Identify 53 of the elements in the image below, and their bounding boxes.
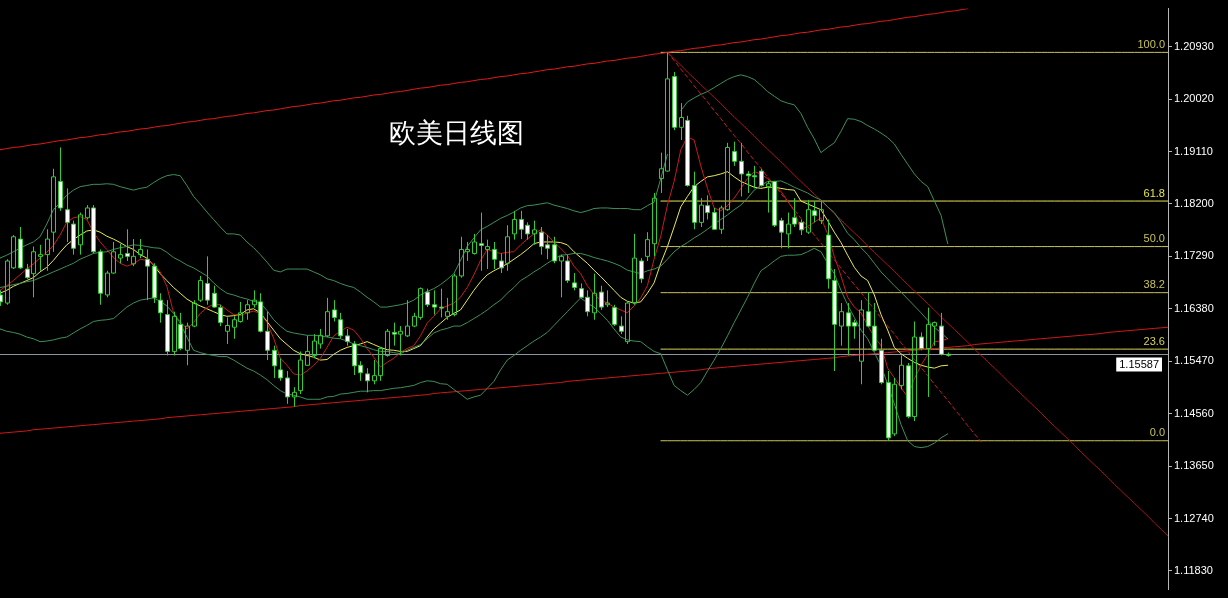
candlestick [45, 228, 50, 272]
series-label: 0.0 [1149, 426, 1165, 439]
candlestick [51, 168, 56, 253]
candlestick [859, 299, 864, 385]
candlestick [839, 302, 844, 347]
y-tick-label: 1.11830 [1174, 563, 1213, 576]
candlestick [138, 238, 143, 259]
candlestick [38, 244, 43, 272]
y-tick-label: 1.12740 [1174, 511, 1214, 524]
y-tick-label: 1.13650 [1174, 459, 1214, 472]
y-tick-label: 1.15470 [1174, 354, 1214, 367]
candlestick [305, 335, 310, 366]
candlestick [98, 248, 103, 306]
y-tick-label: 1.20930 [1174, 39, 1214, 52]
candlestick [532, 220, 537, 246]
candlestick [298, 350, 303, 395]
series-label: 23.6 [1143, 334, 1165, 347]
candlestick [732, 141, 737, 167]
candlestick [405, 299, 410, 337]
y-tick-label: 1.20020 [1174, 92, 1214, 105]
y-tick-label: 1.14560 [1174, 406, 1214, 419]
candlestick [779, 217, 784, 249]
candlestick [385, 328, 390, 356]
series-label: 50.0 [1143, 232, 1165, 245]
series-label: 100.0 [1137, 37, 1165, 50]
candlestick [479, 212, 484, 272]
candlestick [632, 233, 637, 306]
candlestick [832, 268, 837, 372]
candlestick [65, 187, 70, 243]
candlestick [819, 200, 824, 225]
y-tick-label: 1.16380 [1174, 301, 1214, 314]
candlestick [445, 297, 450, 321]
candlestick [165, 299, 170, 356]
candlestick [185, 322, 190, 366]
y-tick-label: 1.18200 [1174, 196, 1214, 209]
candlestick [78, 212, 83, 256]
y-tick-label: 1.17290 [1174, 249, 1214, 262]
candlestick [592, 273, 597, 321]
candlestick [899, 354, 904, 390]
candlestick [692, 171, 697, 230]
candlestick [225, 316, 230, 345]
candlestick [245, 299, 250, 321]
series-label: 38.2 [1143, 278, 1165, 291]
candlestick [292, 386, 297, 408]
candlestick [645, 231, 650, 262]
y-tick-label: 1.19110 [1174, 144, 1213, 157]
series-label: 61.8 [1143, 186, 1165, 199]
candlestick [652, 192, 657, 257]
candlestick [485, 239, 490, 270]
text: 欧美日线图 [389, 118, 525, 149]
candlestick [432, 289, 437, 316]
candlestick [512, 210, 517, 241]
ref-line-label: 1.15587 [1119, 358, 1159, 371]
